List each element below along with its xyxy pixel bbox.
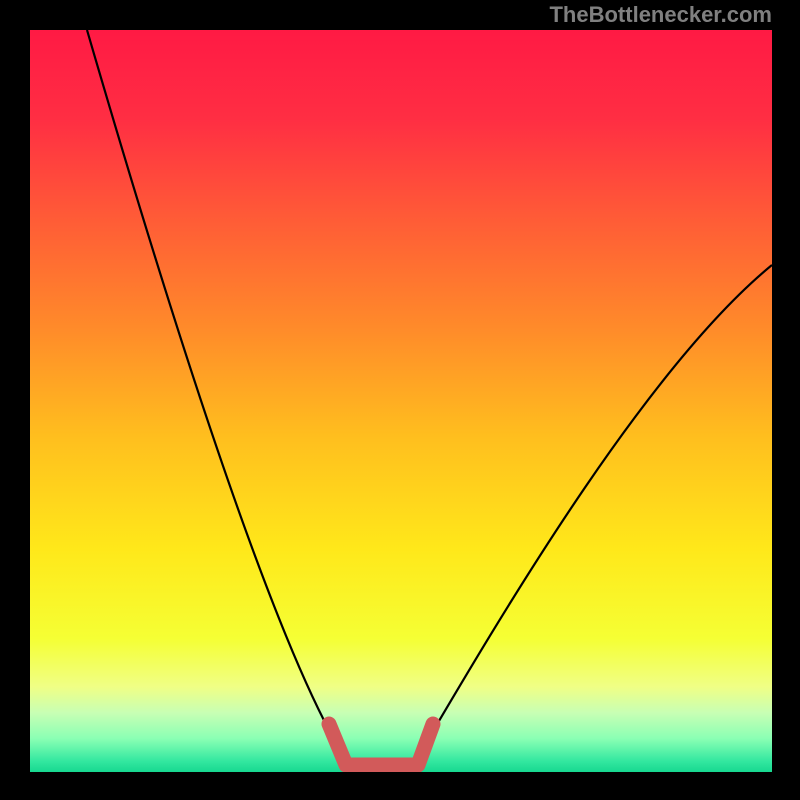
plot-area: [30, 30, 772, 772]
bottleneck-curve-right: [426, 265, 772, 743]
chart-overlay: [30, 30, 772, 772]
watermark-text: TheBottlenecker.com: [549, 2, 772, 28]
bottleneck-curve-left: [87, 30, 336, 743]
valley-highlight: [329, 724, 433, 765]
